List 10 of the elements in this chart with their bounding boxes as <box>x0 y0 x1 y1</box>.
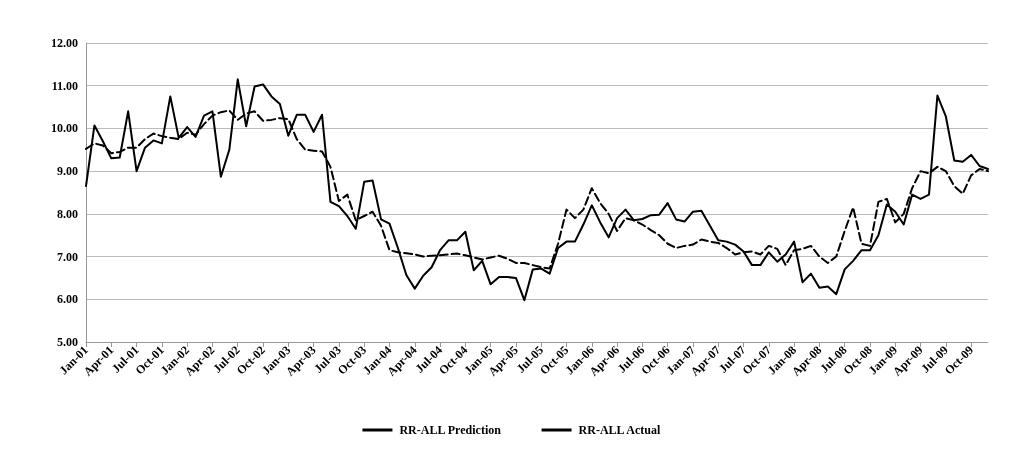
y-tick-label: 8.00 <box>57 206 78 221</box>
y-tick-label: 7.00 <box>57 249 78 264</box>
legend-label: RR-ALL Actual <box>578 423 661 437</box>
y-tick-label: 5.00 <box>57 335 78 349</box>
y-tick-label: 12.00 <box>51 36 78 50</box>
y-tick-label: 11.00 <box>51 78 78 93</box>
y-tick-label: 6.00 <box>57 292 78 307</box>
legend-label: RR-ALL Prediction <box>399 423 502 437</box>
y-tick-label: 9.00 <box>57 164 78 179</box>
y-tick-label: 10.00 <box>51 121 78 136</box>
